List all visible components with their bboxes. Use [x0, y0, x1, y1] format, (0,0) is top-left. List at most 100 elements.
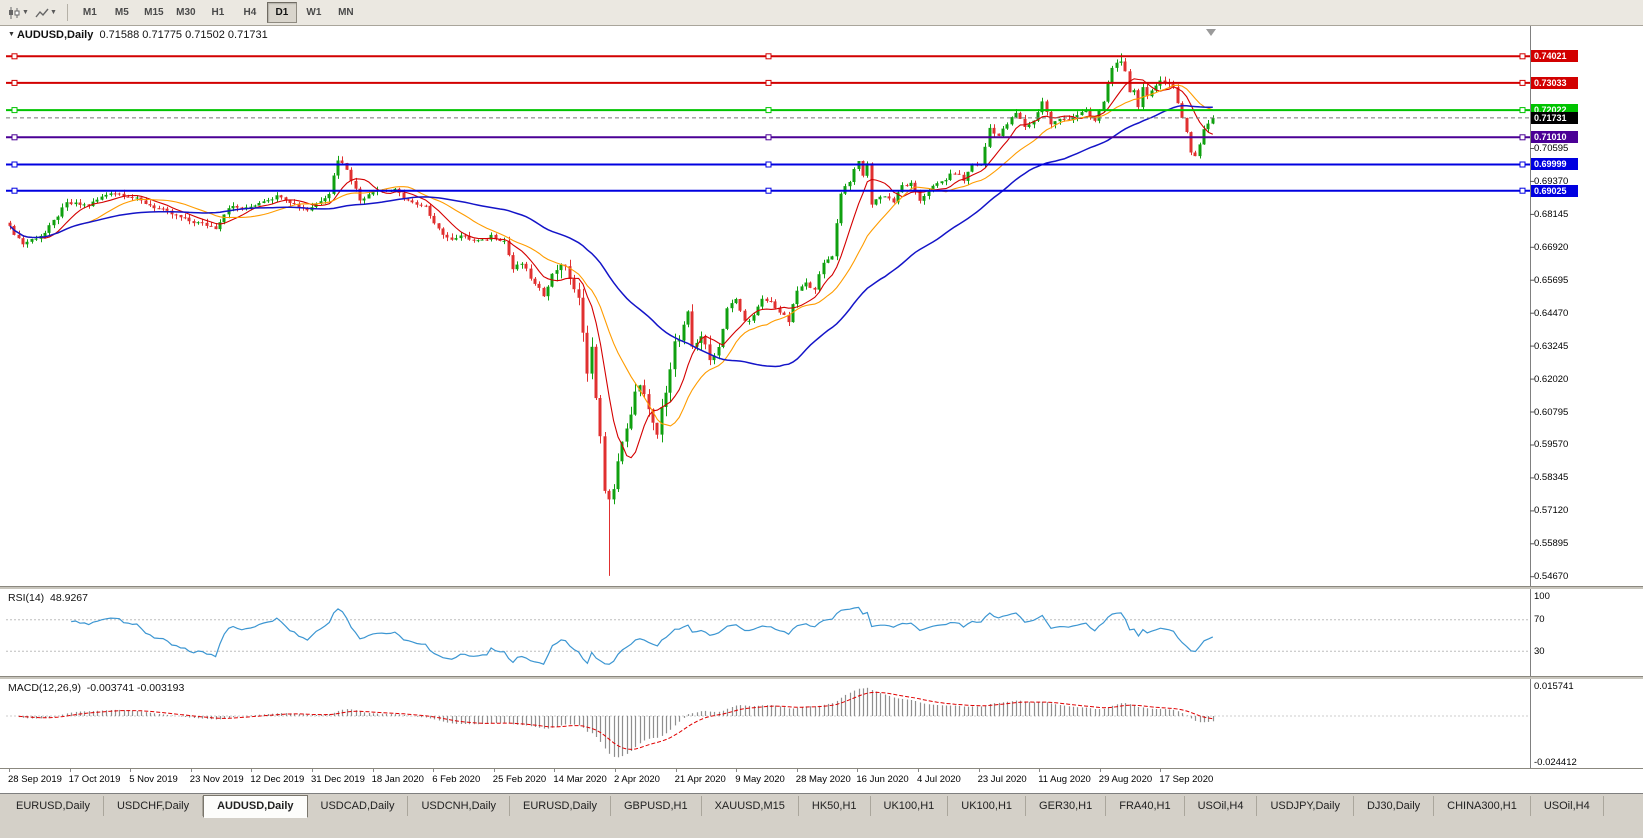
rsi-tick-label: 100 [1534, 591, 1550, 602]
line-handle[interactable] [765, 107, 772, 114]
chart-tab-ger30-h1[interactable]: GER30,H1 [1026, 796, 1107, 816]
date-tick-label: 16 Jun 2020 [856, 774, 909, 785]
line-handle[interactable] [11, 53, 18, 60]
price-line-tag: 0.71010 [1531, 131, 1578, 143]
timeframe-button-m1[interactable]: M1 [82, 7, 97, 18]
moving-averages-layer [9, 78, 1214, 459]
candlestick-glyph [9, 6, 20, 19]
chart-tab-usdjpy-daily[interactable]: USDJPY,Daily [1257, 796, 1354, 816]
candles-layer [8, 53, 1215, 576]
price-tick-label: 0.59570 [1534, 439, 1569, 450]
ma-line-fast [9, 78, 1214, 459]
date-tick-label: 2 Apr 2020 [614, 774, 660, 785]
line-handle[interactable] [11, 134, 18, 141]
chart-shift-icon[interactable] [1206, 29, 1216, 36]
line-handle[interactable] [1519, 107, 1526, 114]
timeframe-button-h1[interactable]: H1 [211, 7, 225, 18]
chart-canvas[interactable] [0, 26, 1643, 793]
date-tick-label: 12 Dec 2019 [250, 774, 305, 785]
price-tick-label: 0.66920 [1534, 242, 1569, 253]
chart-tab-eurusd-daily[interactable]: EURUSD,Daily [3, 796, 104, 816]
timeframe-button-m15[interactable]: M15 [144, 7, 164, 18]
timeframe-button-d1[interactable]: D1 [266, 2, 297, 23]
price-tick-label: 0.62020 [1534, 374, 1569, 385]
panel-splitter[interactable] [0, 586, 1643, 589]
chart-tabs: EURUSD,Daily USDCHF,Daily AUDUSD,Daily USDC… [0, 793, 1643, 838]
date-tick-label: 28 May 2020 [795, 774, 851, 785]
price-tick-label: 0.69370 [1534, 176, 1569, 187]
horizontal-lines-layer [6, 53, 1530, 194]
timeframe-button-w1[interactable]: W1 [306, 7, 322, 18]
line-handle[interactable] [1519, 134, 1526, 141]
chart-tab-uk100-h1[interactable]: UK100,H1 [948, 796, 1027, 816]
line-handle[interactable] [11, 187, 18, 194]
chart-tab-fra40-h1[interactable]: FRA40,H1 [1106, 796, 1185, 816]
date-tick-label: 25 Feb 2020 [492, 774, 547, 785]
date-tick-label: 28 Sep 2019 [8, 774, 62, 785]
chart-tab-eurusd-daily[interactable]: EURUSD,Daily [510, 796, 611, 816]
chart-type-icon[interactable]: ▼ [5, 3, 31, 23]
chart-tab-dj30-daily[interactable]: DJ30,Daily [1354, 796, 1435, 816]
line-handle[interactable] [765, 134, 772, 141]
line-chart-glyph [35, 8, 49, 17]
macd-tick-label: -0.024412 [1534, 757, 1577, 768]
panel-splitter[interactable] [0, 676, 1643, 679]
price-tick-label: 0.63245 [1534, 341, 1569, 352]
line-handle[interactable] [11, 79, 18, 86]
rsi-label: RSI(14) 48.9267 [8, 592, 88, 604]
line-handle[interactable] [765, 79, 772, 86]
chart-tab-usoil-h4[interactable]: USOil,H4 [1531, 796, 1604, 816]
macd-histogram [18, 687, 1215, 758]
template-menu-icon[interactable]: ▼ [33, 3, 59, 23]
chart-tab-hk50-h1[interactable]: HK50,H1 [799, 796, 871, 816]
chart-tab-usoil-h4[interactable]: USOil,H4 [1185, 796, 1258, 816]
rsi-tick-label: 70 [1534, 614, 1545, 625]
symbol-label: AUDUSD,Daily [16, 29, 94, 41]
line-handle[interactable] [765, 187, 772, 194]
ohlc-values: 0.71588 0.71775 0.71502 0.71731 [99, 29, 268, 41]
date-tick-label: 23 Jul 2020 [977, 774, 1027, 785]
chart-tab-gbpusd-h1[interactable]: GBPUSD,H1 [611, 796, 702, 816]
price-tick-label: 0.70595 [1534, 143, 1569, 154]
chart-tab-usdchf-daily[interactable]: USDCHF,Daily [104, 796, 204, 816]
chart-tab-usdcad-daily[interactable]: USDCAD,Daily [308, 796, 409, 816]
macd-values: -0.003741 -0.003193 [86, 682, 185, 694]
chart-panel[interactable]: ▼ AUDUSD,Daily 0.71588 0.71775 0.71502 0.… [0, 26, 1643, 793]
price-line-tag: 0.69999 [1531, 158, 1578, 170]
date-tick-label: 9 May 2020 [735, 774, 785, 785]
line-handle[interactable] [11, 107, 18, 114]
date-tick-label: 18 Jan 2020 [371, 774, 424, 785]
price-line-tag: 0.69025 [1531, 185, 1578, 197]
time-axis[interactable]: 28 Sep 2019 17 Oct 2019 5 Nov 2019 23 Nov 2… [0, 768, 1643, 793]
line-handle[interactable] [1519, 79, 1526, 86]
macd-label: MACD(12,26,9) -0.003741 -0.003193 [8, 682, 184, 694]
chart-tab-audusd-daily[interactable]: AUDUSD,Daily [203, 795, 308, 818]
line-handle[interactable] [1519, 53, 1526, 60]
rsi-name: RSI(14) [8, 592, 45, 604]
line-handle[interactable] [765, 53, 772, 60]
price-tick-label: 0.60795 [1534, 407, 1569, 418]
price-tick-label: 0.57120 [1534, 505, 1569, 516]
timeframe-button-m5[interactable]: M5 [114, 7, 129, 18]
date-tick-label: 4 Jul 2020 [917, 774, 961, 785]
date-tick-label: 17 Sep 2020 [1159, 774, 1214, 785]
timeframe-button-m30[interactable]: M30 [176, 7, 196, 18]
line-handle[interactable] [1519, 161, 1526, 168]
chart-tab-usdcnh-daily[interactable]: USDCNH,Daily [408, 796, 511, 816]
timeframe-button-h4[interactable]: H4 [243, 7, 257, 18]
price-tick-label: 0.65695 [1534, 275, 1569, 286]
line-handle[interactable] [765, 161, 772, 168]
chart-tab-china300-h1[interactable]: CHINA300,H1 [1434, 796, 1531, 816]
timeframe-button-mn[interactable]: MN [338, 7, 354, 18]
chart-tab-uk100-h1[interactable]: UK100,H1 [871, 796, 949, 816]
toolbar-separator [66, 4, 68, 21]
timeframe-buttons: M1 M5 M15 M30 H1 H4 D1 W1 MN [74, 2, 362, 23]
line-handle[interactable] [11, 161, 18, 168]
chart-title: ▼ AUDUSD,Daily 0.71588 0.71775 0.71502 0.… [8, 29, 268, 41]
date-tick-label: 11 Aug 2020 [1038, 774, 1091, 785]
line-handle[interactable] [1519, 187, 1526, 194]
chart-tab-xauusd-m15[interactable]: XAUUSD,M15 [702, 796, 799, 816]
symbol-dropdown-icon[interactable]: ▼ [8, 31, 15, 38]
price-tick-label: 0.58345 [1534, 472, 1569, 483]
